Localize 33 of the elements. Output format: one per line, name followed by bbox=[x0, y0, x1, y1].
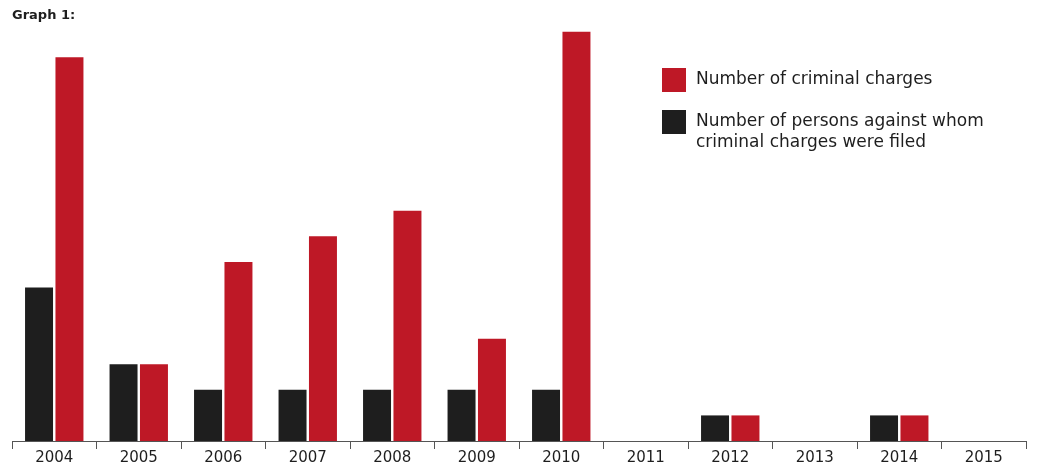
x-tick-label: 2004 bbox=[35, 447, 74, 466]
bar bbox=[308, 236, 337, 441]
x-tick-label: 2011 bbox=[626, 447, 665, 466]
x-tick-label: 2015 bbox=[964, 447, 1003, 466]
bar bbox=[701, 415, 730, 441]
x-tick-label: 2005 bbox=[119, 447, 158, 466]
bar bbox=[224, 261, 253, 441]
bar bbox=[477, 338, 506, 441]
x-tick-label: 2006 bbox=[204, 447, 243, 466]
legend-label: Number of persons against whom criminal charges were filed bbox=[696, 110, 985, 152]
bar bbox=[278, 389, 307, 441]
bar bbox=[532, 389, 561, 441]
chart-title: Graph 1: bbox=[12, 7, 76, 23]
bar bbox=[194, 389, 223, 441]
bar bbox=[109, 364, 138, 441]
bar bbox=[139, 364, 168, 441]
x-tick-label: 2009 bbox=[457, 447, 496, 466]
legend-label: Number of criminal charges bbox=[696, 68, 934, 89]
x-tick-label: 2008 bbox=[373, 447, 412, 466]
bar bbox=[731, 415, 760, 441]
x-tick-label: 2013 bbox=[795, 447, 834, 466]
x-tick-label: 2014 bbox=[880, 447, 919, 466]
bar bbox=[393, 210, 422, 441]
bar bbox=[870, 415, 899, 441]
bar bbox=[562, 31, 591, 441]
x-tick-label: 2007 bbox=[288, 447, 327, 466]
bar bbox=[55, 57, 84, 441]
bar bbox=[447, 389, 476, 441]
bar bbox=[363, 389, 392, 441]
bar bbox=[25, 287, 54, 441]
x-tick-label: 2012 bbox=[711, 447, 750, 466]
bar bbox=[900, 415, 929, 441]
x-tick-label: 2010 bbox=[542, 447, 581, 466]
